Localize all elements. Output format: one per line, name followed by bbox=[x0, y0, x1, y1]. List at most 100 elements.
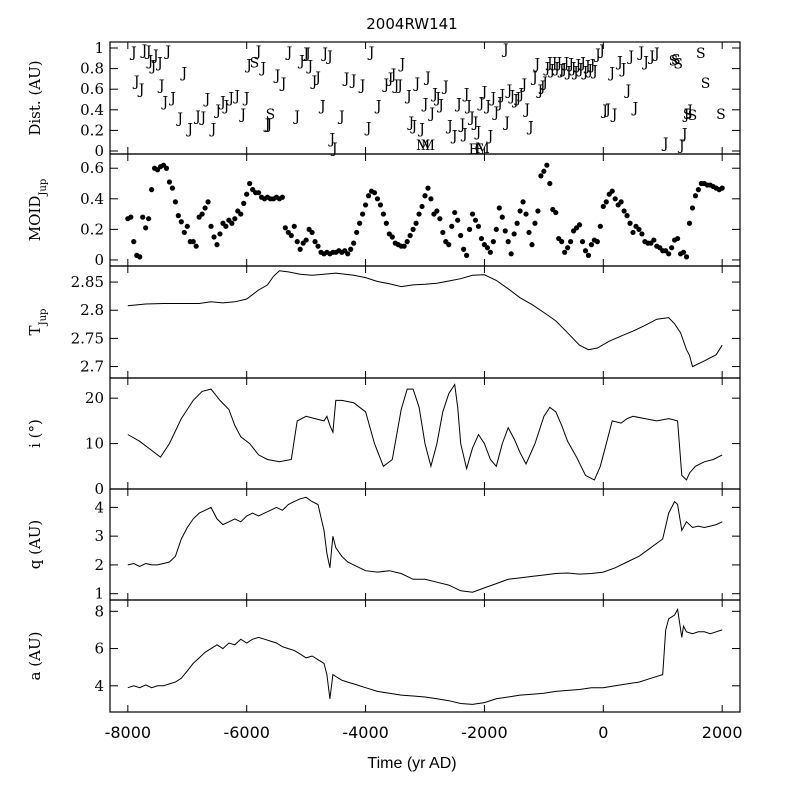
moid-point bbox=[199, 211, 205, 217]
panel-tjup-ytick-label: 2.7 bbox=[80, 358, 104, 376]
moid-point bbox=[229, 220, 235, 226]
moid-point bbox=[455, 217, 461, 223]
moid-point bbox=[478, 235, 485, 242]
moid-point bbox=[692, 193, 699, 199]
moid-point bbox=[374, 196, 381, 202]
panel-a-ytick-label: 6 bbox=[94, 640, 104, 658]
moid-point bbox=[502, 228, 508, 234]
moid-point bbox=[401, 243, 407, 249]
encounter-marker-J: J bbox=[538, 79, 546, 95]
panel-dist-ytick-label: 0.8 bbox=[80, 60, 104, 78]
encounter-marker-J: J bbox=[218, 95, 226, 111]
moid-point bbox=[143, 225, 149, 231]
moid-point bbox=[588, 242, 595, 248]
encounter-marker-J: J bbox=[226, 90, 234, 106]
panel-moid-ytick-label: 0 bbox=[94, 251, 104, 269]
encounter-marker-J: J bbox=[641, 54, 649, 70]
encounter-marker-J: J bbox=[407, 115, 415, 131]
encounter-marker-J: J bbox=[471, 115, 479, 131]
encounter-marker-E: E bbox=[474, 142, 484, 158]
moid-point bbox=[184, 223, 190, 229]
encounter-marker-J: J bbox=[467, 110, 475, 126]
x-axis-label: Time (yr AD) bbox=[367, 755, 456, 772]
panel-tjup-ytick-label: 2.75 bbox=[71, 329, 104, 347]
moid-point bbox=[666, 251, 672, 257]
encounter-marker-J: J bbox=[682, 107, 690, 123]
encounter-marker-J: J bbox=[259, 61, 267, 77]
moid-point bbox=[630, 229, 636, 236]
moid-point bbox=[351, 240, 357, 246]
panel-tjup-ytick-label: 2.85 bbox=[71, 273, 104, 291]
encounter-marker-J: J bbox=[445, 118, 453, 134]
encounter-marker-J: J bbox=[198, 110, 206, 126]
panel-moid-ytick-label: 0.4 bbox=[80, 190, 104, 208]
encounter-marker-J: J bbox=[327, 132, 335, 148]
encounter-marker-J: J bbox=[144, 44, 152, 60]
encounter-marker-J: J bbox=[462, 86, 470, 102]
encounter-marker-S: S bbox=[716, 107, 726, 123]
x-tick-label: -6000 bbox=[223, 723, 270, 742]
encounter-marker-J: J bbox=[305, 59, 313, 75]
moid-point bbox=[585, 252, 592, 258]
moid-point bbox=[175, 213, 181, 219]
moid-point bbox=[208, 223, 214, 229]
encounter-marker-J: J bbox=[477, 96, 485, 112]
encounter-marker-J: J bbox=[543, 61, 551, 77]
encounter-marker-J: J bbox=[603, 102, 611, 118]
encounter-marker-J: J bbox=[610, 107, 618, 123]
encounter-marker-J: J bbox=[600, 103, 608, 119]
x-axis: -8000 -6000 -4000 -2000 0 2000 bbox=[105, 723, 743, 742]
encounter-marker-J: J bbox=[588, 57, 596, 73]
encounter-marker-E: E bbox=[469, 142, 479, 158]
moid-point bbox=[627, 220, 633, 226]
panel-incl: 0 10 20 i (°) bbox=[26, 377, 741, 498]
encounter-marker-J: J bbox=[615, 54, 623, 70]
moid-point bbox=[172, 199, 178, 205]
moid-point bbox=[282, 225, 288, 231]
encounter-marker-J: J bbox=[533, 56, 541, 72]
encounter-marker-J: J bbox=[163, 44, 171, 60]
encounter-marker-J: J bbox=[263, 117, 271, 133]
moid-point bbox=[425, 185, 431, 191]
moid-point bbox=[686, 220, 693, 226]
moid-point bbox=[636, 226, 642, 232]
encounter-marker-J: J bbox=[585, 63, 593, 79]
encounter-marker-J: J bbox=[652, 46, 660, 62]
panel-incl-frame bbox=[109, 377, 741, 490]
moid-point bbox=[244, 191, 250, 197]
encounter-marker-J: J bbox=[427, 106, 435, 122]
moid-point bbox=[511, 231, 517, 237]
moid-point bbox=[255, 190, 262, 196]
moid-point bbox=[422, 193, 428, 199]
encounter-marker-J: J bbox=[564, 65, 572, 81]
encounter-marker-J: J bbox=[151, 48, 159, 64]
series-q bbox=[127, 496, 723, 593]
moid-point bbox=[600, 203, 606, 210]
moid-point bbox=[683, 254, 690, 260]
panel-tjup-ylabel: TJup bbox=[26, 309, 49, 336]
encounter-marker-J: J bbox=[301, 46, 309, 62]
panel-a-ylabel: a (AU) bbox=[26, 632, 44, 681]
moid-point bbox=[624, 213, 630, 219]
moid-point bbox=[669, 245, 675, 251]
moid-point bbox=[294, 239, 300, 245]
encounter-marker-J: J bbox=[489, 90, 497, 106]
encounter-marker-J: J bbox=[526, 119, 534, 135]
moid-point bbox=[609, 188, 615, 194]
moid-point bbox=[437, 216, 443, 222]
panel-q-frame bbox=[109, 488, 741, 601]
panel-dist-ytick-label: 1 bbox=[94, 39, 104, 57]
moid-point bbox=[217, 231, 223, 237]
panel-incl-ylabel: i (°) bbox=[26, 419, 44, 448]
encounter-marker-J: J bbox=[685, 103, 693, 119]
moid-point bbox=[695, 187, 701, 193]
encounter-marker-J: J bbox=[502, 115, 510, 131]
moid-point bbox=[562, 249, 568, 255]
encounter-marker-J: J bbox=[430, 86, 438, 102]
encounter-marker-J: J bbox=[303, 46, 311, 62]
encounter-marker-J: J bbox=[590, 64, 598, 80]
moid-point bbox=[428, 196, 434, 202]
encounter-marker-J: J bbox=[320, 46, 328, 62]
